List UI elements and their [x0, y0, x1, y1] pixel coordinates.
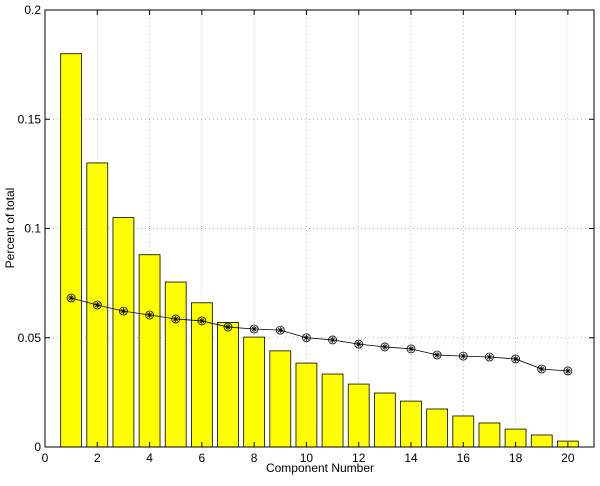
- marker-star: [460, 353, 467, 360]
- x-tick-label: 16: [457, 451, 471, 465]
- marker-circle: [563, 366, 573, 376]
- marker: [92, 300, 102, 310]
- bar: [347, 383, 370, 448]
- bar: [190, 302, 213, 448]
- y-tick-label: 0.05: [18, 331, 42, 345]
- marker: [119, 306, 128, 316]
- marker-circle: [197, 316, 207, 326]
- marker-star: [94, 301, 101, 308]
- marker-circle: [328, 335, 337, 345]
- bar: [400, 400, 422, 448]
- bar: [164, 281, 187, 448]
- y-axis-label: Percent of total: [3, 188, 17, 269]
- marker-circle: [145, 310, 154, 320]
- marker-star: [434, 352, 441, 359]
- marker: [66, 293, 76, 303]
- marker: [171, 314, 181, 324]
- marker-circle: [275, 325, 285, 335]
- marker-circle: [171, 314, 181, 324]
- marker: [380, 342, 390, 352]
- marker-star: [277, 327, 284, 334]
- x-tick-label: 6: [199, 451, 206, 465]
- marker: [406, 344, 416, 354]
- marker: [563, 366, 573, 376]
- marker: [511, 354, 520, 364]
- bar: [243, 336, 266, 448]
- marker-star: [512, 355, 519, 362]
- marker-star: [303, 334, 310, 341]
- bar: [426, 408, 448, 448]
- marker-circle: [92, 300, 102, 310]
- bar: [217, 322, 239, 448]
- marker-star: [329, 336, 336, 343]
- marker: [537, 364, 547, 374]
- marker: [485, 352, 494, 362]
- marker-star: [538, 365, 545, 372]
- y-tick-label: 0: [34, 440, 41, 454]
- bar: [530, 434, 553, 448]
- bar: [295, 362, 318, 448]
- marker: [458, 351, 468, 361]
- x-tick-label: 10: [300, 451, 314, 465]
- bar: [112, 217, 135, 448]
- marker-circle: [485, 352, 494, 362]
- x-tick-label: 8: [251, 451, 258, 465]
- x-tick-label: 18: [509, 451, 523, 465]
- marker-circle: [302, 333, 311, 343]
- bar: [138, 254, 161, 448]
- marker: [354, 339, 364, 349]
- marker: [197, 316, 207, 326]
- bar: [269, 350, 292, 448]
- marker-star: [408, 345, 414, 352]
- marker-star: [251, 326, 258, 333]
- marker: [328, 335, 337, 345]
- marker-circle: [511, 354, 520, 364]
- marker-circle: [458, 351, 468, 361]
- marker-circle: [380, 342, 390, 352]
- x-tick-label: 0: [42, 451, 49, 465]
- marker-circle: [119, 306, 128, 316]
- marker-circle: [406, 344, 416, 354]
- marker-circle: [223, 322, 233, 332]
- marker-circle: [537, 364, 547, 374]
- marker-star: [381, 343, 388, 350]
- marker-star: [225, 324, 231, 331]
- marker: [432, 350, 442, 360]
- marker: [223, 322, 233, 332]
- y-tick-label: 0.1: [24, 222, 41, 236]
- marker: [145, 310, 154, 320]
- marker-circle: [432, 350, 442, 360]
- marker-circle: [249, 324, 259, 334]
- marker-star: [486, 353, 493, 360]
- marker-star: [564, 367, 571, 374]
- marker-star: [68, 294, 75, 301]
- bar: [373, 392, 396, 448]
- marker: [249, 324, 259, 334]
- marker-circle: [66, 293, 76, 303]
- x-tick-label: 12: [352, 451, 366, 465]
- y-tick-label: 0.15: [18, 112, 42, 126]
- x-tick-label: 4: [146, 451, 153, 465]
- marker: [302, 333, 311, 343]
- x-tick-label: 2: [94, 451, 101, 465]
- bar: [60, 53, 83, 448]
- marker: [275, 325, 285, 335]
- y-tick-label: 0.2: [24, 3, 41, 17]
- x-tick-label: 20: [561, 451, 575, 465]
- marker-star: [172, 315, 179, 322]
- marker-star: [355, 341, 362, 348]
- marker-star: [120, 308, 127, 315]
- marker-star: [198, 317, 205, 324]
- bar: [321, 373, 344, 448]
- bar: [478, 422, 501, 448]
- x-tick-label: 14: [404, 451, 418, 465]
- marker-circle: [354, 339, 364, 349]
- x-axis-label: Component Number: [266, 461, 374, 475]
- marker-star: [146, 312, 153, 319]
